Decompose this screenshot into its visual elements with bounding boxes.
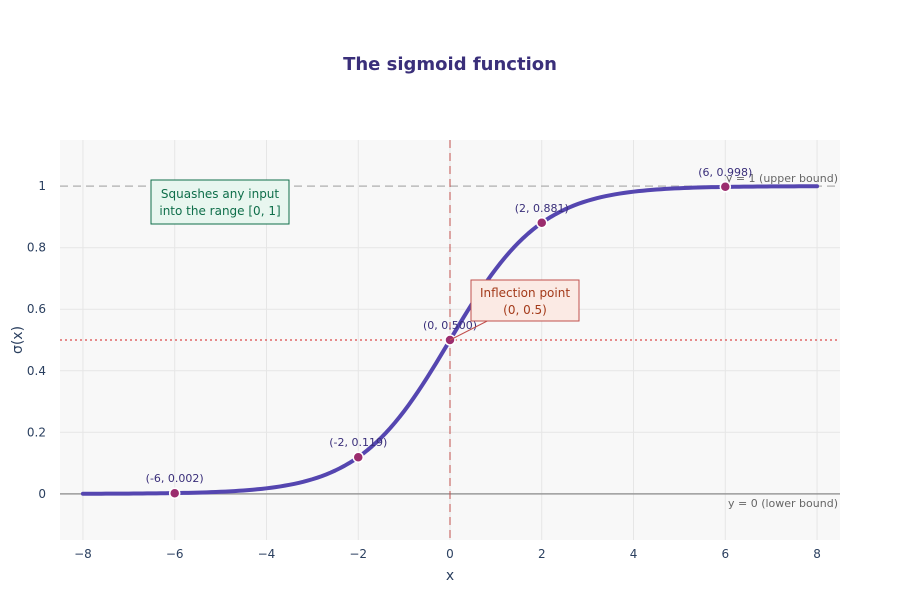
data-point-label: (6, 0.998) (698, 166, 752, 179)
y-tick-label: 0.4 (27, 364, 46, 378)
x-axis-label: x (446, 568, 454, 584)
annotation-text: into the range [0, 1] (159, 204, 280, 218)
data-point (719, 181, 732, 193)
annotation-text: Squashes any input (161, 187, 280, 201)
data-point-label: (-6, 0.002) (146, 472, 204, 485)
data-point-label: (-2, 0.119) (329, 436, 387, 449)
x-tick-label: 0 (446, 547, 454, 561)
y-axis-label: σ(x) (10, 326, 26, 354)
axis-ticks: −8 −6 −4 −2 0 2 4 6 8 0 0.2 0.4 0.6 0.8 1 (27, 179, 821, 561)
chart-title: The sigmoid function (343, 54, 557, 75)
y-tick-label: 0 (38, 487, 46, 501)
data-point (352, 451, 364, 463)
data-point (536, 217, 548, 229)
y-tick-label: 0.8 (27, 241, 46, 255)
reference-line-label: y = 1 (upper bound) (726, 172, 838, 185)
x-tick-label: 4 (630, 547, 638, 561)
reference-line-label: y = 0 (lower bound) (728, 497, 838, 510)
data-point-label: (0, 0.500) (423, 319, 477, 332)
y-tick-label: 0.2 (27, 425, 46, 439)
markers: (-6, 0.002) (-2, 0.119) (0, 0.500) (2, 0.88… (146, 166, 752, 499)
y-tick-label: 1 (38, 179, 46, 193)
data-point-label: (2, 0.881) (515, 202, 569, 215)
annotation-text: (0, 0.5) (503, 303, 547, 317)
x-tick-label: 2 (538, 547, 546, 561)
annotation-box (150, 179, 290, 225)
x-tick-label: −6 (166, 547, 184, 561)
data-point (168, 487, 181, 499)
x-tick-label: 6 (721, 547, 729, 561)
annotation-box (470, 279, 580, 322)
x-tick-label: 8 (813, 547, 821, 561)
x-tick-label: −8 (74, 547, 92, 561)
x-tick-label: −2 (349, 547, 367, 561)
x-tick-label: −4 (258, 547, 276, 561)
annotations: Inflection point (0, 0.5) Squashes any inp… (150, 179, 580, 341)
annotation-text: Inflection point (480, 286, 570, 300)
y-tick-label: 0.6 (27, 302, 46, 316)
